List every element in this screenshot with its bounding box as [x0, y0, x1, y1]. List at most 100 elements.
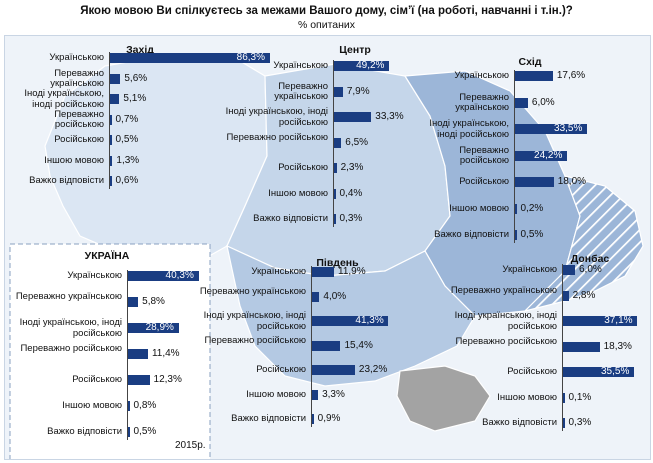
data-label: 86,3%: [236, 52, 265, 63]
data-label: 0,3%: [339, 213, 363, 224]
category-label: Переважно російською: [226, 131, 328, 143]
bar: [312, 291, 320, 302]
category-label: Іншою мовою: [246, 388, 306, 400]
chart-title: Якою мовою Ви спілкуєтесь за межами Вашо…: [80, 5, 573, 17]
data-label: 6,5%: [345, 136, 369, 148]
category-label: Українською: [502, 264, 557, 275]
category-label: Іноді українською, іноді російською: [429, 118, 509, 140]
category-label: Іншою мовою: [44, 154, 104, 166]
bar: [563, 316, 638, 326]
bar: [312, 340, 341, 351]
data-label: 0,4%: [339, 187, 363, 199]
chart-axis-west: [109, 52, 110, 189]
data-label: 35,5%: [601, 366, 630, 377]
bar: [334, 188, 336, 199]
data-label: 0,7%: [115, 113, 139, 125]
category-label: Українською: [67, 270, 122, 281]
bar: [110, 176, 112, 186]
bar: [515, 124, 588, 134]
category-label: Російською: [54, 134, 104, 145]
chart-axis-ukraine: [127, 270, 128, 440]
data-label: 49,2%: [356, 60, 385, 71]
bar: [110, 94, 120, 104]
bar: [563, 290, 569, 301]
bar: [128, 427, 130, 437]
bar: [128, 349, 148, 359]
category-label: Переважно російською: [204, 334, 306, 346]
data-label: 5,6%: [124, 72, 148, 84]
bar: [334, 137, 342, 148]
chart-panel: Захід Українською 86,3% Переважно українськ…: [4, 35, 651, 460]
category-label: Українською: [273, 60, 328, 71]
category-label: Переважно російською: [459, 144, 509, 166]
category-label: Переважно російською: [455, 335, 557, 347]
bar: [128, 271, 199, 281]
data-label: 0,2%: [520, 202, 544, 214]
category-label: Іншою мовою: [449, 202, 509, 214]
bar: [563, 367, 634, 377]
bar: [515, 177, 554, 187]
data-label: 7,9%: [346, 85, 370, 97]
category-label: Важко відповісти: [29, 175, 104, 186]
data-label: 0,5%: [520, 229, 544, 240]
map-region-crimea: [396, 365, 491, 432]
bar: [312, 267, 334, 277]
category-label: Важко відповісти: [253, 213, 328, 224]
category-label: Іноді українською, іноді російською: [19, 317, 122, 339]
chart-subtitle: % опитаних: [297, 19, 356, 31]
category-label: Переважно російською: [20, 343, 122, 354]
bar: [515, 230, 517, 240]
category-label: Переважно українською: [199, 285, 306, 297]
bar: [515, 203, 517, 214]
category-label: Російською: [72, 374, 122, 385]
category-label: Російською: [278, 162, 328, 173]
data-label: 0,5%: [115, 134, 139, 145]
data-label: 33,5%: [554, 123, 583, 134]
category-label: Іншою мовою: [268, 187, 328, 199]
category-label: Українською: [49, 52, 104, 63]
data-label: 1,3%: [116, 154, 140, 166]
section-title-east: Схід: [518, 56, 542, 68]
bar: [334, 112, 372, 122]
data-label: 11,4%: [151, 348, 180, 359]
chart-axis-east: [514, 70, 515, 243]
data-label: 0,9%: [317, 413, 341, 424]
bar: [515, 97, 528, 108]
year-label: 2015р.: [175, 440, 206, 451]
category-label: Російською: [459, 176, 509, 187]
data-label: 6,0%: [531, 96, 555, 108]
bar: [334, 214, 336, 224]
bar: [110, 114, 112, 125]
section-title-south: Південь: [316, 257, 359, 269]
bar: [110, 135, 112, 145]
bar: [563, 418, 565, 428]
bar: [312, 389, 319, 400]
data-label: 4,0%: [323, 290, 347, 302]
category-label: Іноді українською, іноді російською: [454, 310, 557, 332]
bar: [312, 414, 314, 424]
section-title-ukraine: УКРАЇНА: [84, 250, 130, 262]
category-label: Іноді українською, іноді російською: [24, 88, 104, 110]
category-label: Іншою мовою: [62, 400, 122, 411]
data-label: 24,2%: [534, 149, 563, 161]
category-label: Російською: [256, 364, 306, 375]
category-label: Іноді українською, іноді російською: [225, 106, 328, 128]
bar: [563, 392, 565, 403]
section-title-donbas: Донбас: [570, 253, 610, 265]
data-label: 5,1%: [123, 93, 147, 104]
data-label: 28,9%: [145, 322, 174, 333]
map-region-donbas: [523, 175, 644, 313]
bar: [563, 265, 575, 275]
category-label: Переважно українською: [455, 91, 509, 113]
chart-axis-donbas: [562, 264, 563, 431]
data-label: 3,3%: [322, 388, 345, 400]
data-label: 0,1%: [568, 391, 592, 403]
data-label: 12,3%: [153, 374, 182, 385]
data-label: 5,8%: [142, 296, 165, 307]
chart-axis-south: [311, 266, 312, 427]
category-label: Важко відповісти: [47, 426, 122, 437]
bar: [334, 61, 390, 71]
data-label: 37,1%: [604, 315, 633, 326]
data-label: 2,8%: [572, 289, 596, 301]
bar: [110, 155, 113, 166]
